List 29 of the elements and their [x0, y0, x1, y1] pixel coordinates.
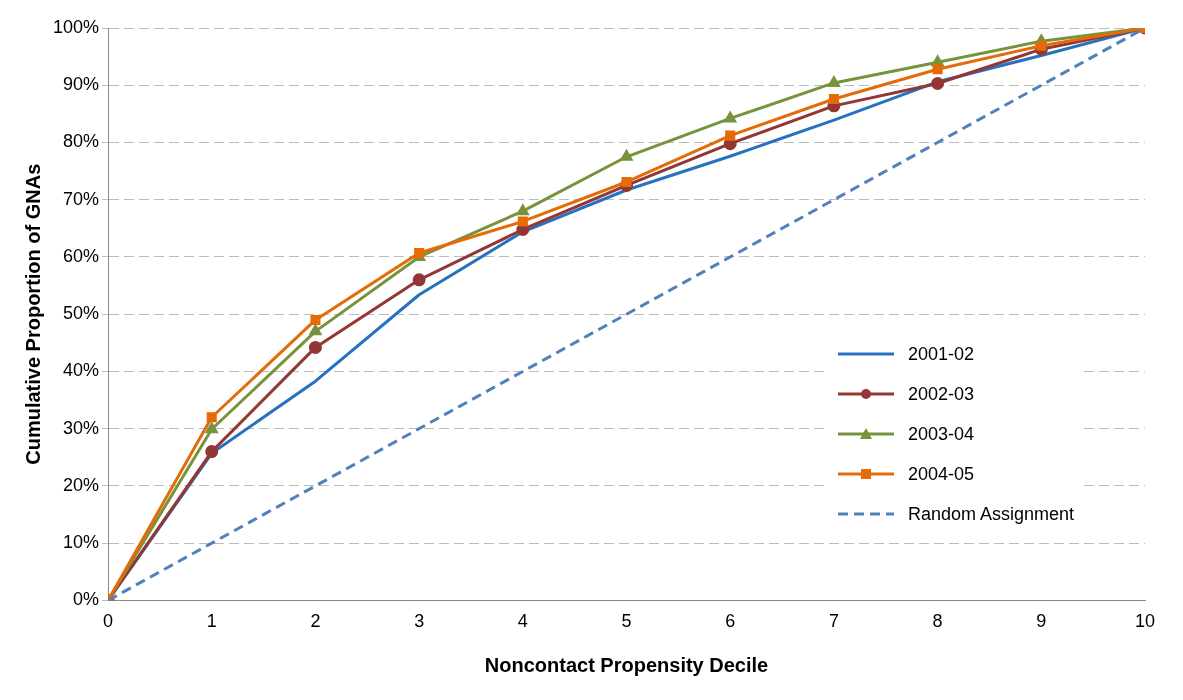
x-tick-label: 8: [932, 611, 943, 632]
x-tick-label: 9: [1036, 611, 1047, 632]
y-tick-label: 100%: [52, 16, 100, 37]
y-axis-title: Cumulative Proportion of GNAs: [21, 163, 44, 465]
legend-label: 2004-05: [908, 463, 975, 485]
legend-label: 2002-03: [908, 383, 975, 405]
y-tick-label: 40%: [63, 360, 100, 381]
y-tick-label: 60%: [63, 245, 100, 266]
y-tick-label: 0%: [73, 589, 100, 610]
y-tick-label: 70%: [63, 188, 100, 209]
y-tick-label: 90%: [63, 74, 100, 95]
x-tick-label: 7: [828, 611, 839, 632]
x-tick-label: 2: [310, 611, 321, 632]
x-tick-label: 10: [1134, 611, 1156, 632]
y-tick-label: 30%: [63, 417, 100, 438]
y-tick-label: 10%: [63, 532, 100, 553]
legend-label: 2003-04: [908, 423, 975, 445]
legend-label: Random Assignment: [908, 503, 1075, 525]
y-tick-label: 50%: [63, 303, 100, 324]
x-tick-label: 4: [517, 611, 528, 632]
x-tick-label: 6: [725, 611, 736, 632]
y-tick-label: 20%: [63, 474, 100, 495]
legend-label: 2001-02: [908, 343, 975, 365]
x-tick-label: 1: [206, 611, 217, 632]
y-tick-label: 80%: [63, 131, 100, 152]
x-tick-label: 5: [621, 611, 632, 632]
x-tick-label: 0: [103, 611, 114, 632]
x-tick-label: 3: [414, 611, 425, 632]
x-axis-title: Noncontact Propensity Decile: [484, 653, 769, 676]
